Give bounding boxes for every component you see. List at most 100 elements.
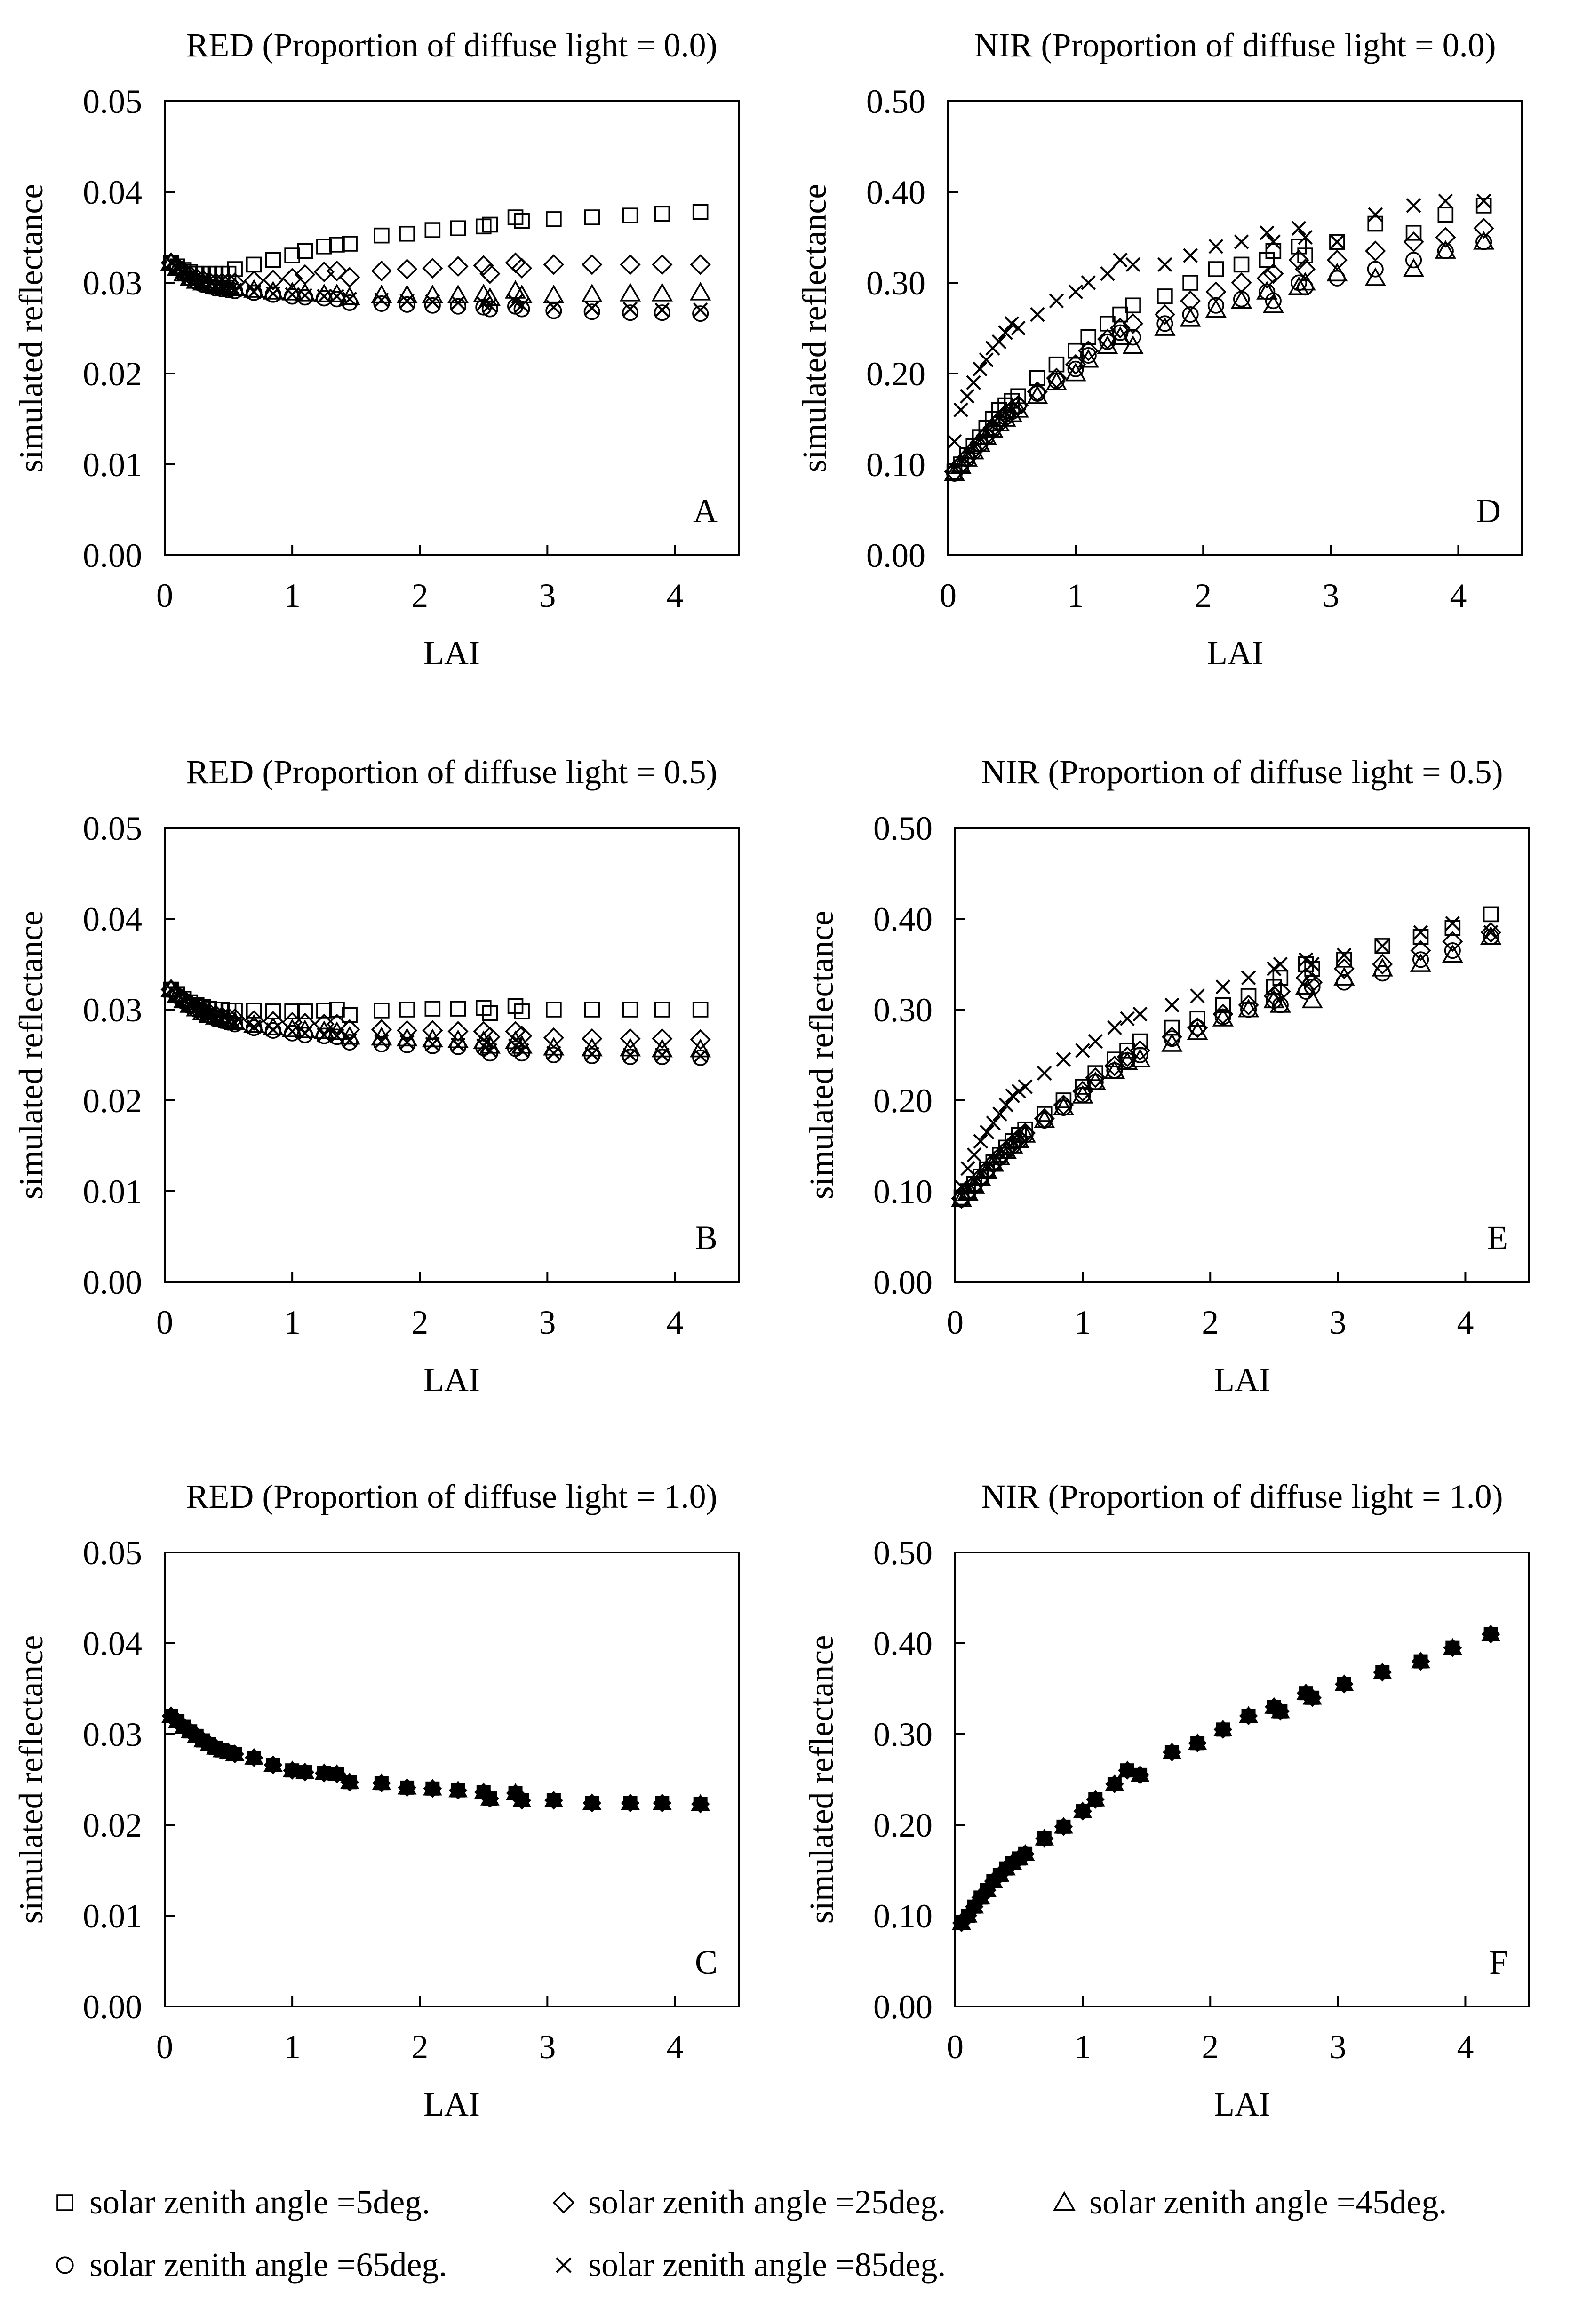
data-point	[473, 255, 494, 276]
x-tick-label: 0	[156, 577, 173, 614]
data-point	[1273, 956, 1288, 972]
data-point	[1208, 261, 1224, 277]
data-point	[620, 254, 641, 275]
data-point	[1445, 915, 1460, 931]
y-tick-label: 0.00	[873, 1264, 933, 1301]
data-point	[654, 1002, 670, 1018]
data-point	[1182, 275, 1198, 291]
data-point	[581, 1037, 603, 1057]
data-point	[297, 1003, 313, 1019]
data-point	[1295, 967, 1316, 988]
data-point	[651, 283, 673, 302]
data-point	[1231, 272, 1252, 294]
data-point	[317, 1767, 331, 1780]
legend-label: solar zenith angle =85deg.	[588, 2246, 946, 2284]
legend-entry: solar zenith angle =25deg.	[552, 2183, 946, 2221]
data-point	[479, 263, 501, 284]
data-point	[342, 292, 357, 307]
data-point	[1374, 938, 1391, 954]
data-point	[1476, 193, 1491, 209]
data-point	[373, 295, 390, 312]
data-point	[1156, 315, 1173, 332]
legend-marker-shape	[1053, 2191, 1076, 2211]
data-point	[399, 225, 415, 242]
y-tick-label: 0.30	[873, 1716, 933, 1753]
data-point	[584, 1002, 600, 1018]
series-circle	[946, 233, 1492, 482]
y-tick-label: 0.05	[83, 810, 142, 847]
data-point	[1272, 996, 1289, 1013]
chart-panel-c: RED (Proportion of diffuse light = 1.0) 0…	[12, 1478, 740, 2123]
data-point	[1010, 388, 1026, 405]
data-point	[1484, 1627, 1498, 1641]
data-point	[967, 1900, 981, 1913]
x-tick-label: 1	[284, 577, 301, 614]
data-point	[622, 1047, 638, 1063]
legend-entry: solar zenith angle =5deg.	[56, 2183, 430, 2221]
y-tick-label: 0.04	[83, 174, 142, 211]
data-point	[953, 402, 968, 417]
data-point	[651, 1038, 673, 1058]
x-tick-label: 0	[947, 1304, 964, 1341]
data-point	[425, 1036, 440, 1052]
data-point	[1326, 249, 1348, 271]
data-point	[326, 260, 348, 281]
x-tick-label: 0	[947, 2028, 964, 2066]
data-point	[583, 303, 600, 320]
data-point	[262, 281, 284, 300]
y-axis-label: simulated reflectance	[12, 1635, 50, 1924]
data-point	[1165, 1745, 1179, 1759]
y-axis-label: simulated reflectance	[803, 911, 840, 1200]
data-point	[243, 279, 265, 298]
y-tick-label: 0.03	[83, 991, 142, 1029]
data-point	[1238, 995, 1259, 1016]
data-point	[215, 280, 230, 296]
data-point	[1030, 307, 1045, 322]
legend-cross-marker	[556, 2257, 572, 2273]
data-point	[1233, 256, 1250, 273]
data-point	[1106, 1062, 1123, 1079]
data-point	[692, 1002, 709, 1018]
data-point	[1190, 988, 1205, 1003]
data-point	[991, 1149, 1008, 1166]
data-point	[1483, 929, 1499, 946]
data-point	[425, 294, 440, 310]
data-point	[622, 304, 639, 321]
data-point	[202, 1737, 216, 1751]
data-point	[316, 1003, 332, 1019]
data-point	[1112, 306, 1128, 323]
data-point	[1132, 1006, 1148, 1022]
data-point	[1067, 360, 1084, 377]
data-point	[583, 1047, 600, 1064]
data-point	[1056, 1052, 1071, 1067]
data-point	[262, 1017, 284, 1036]
data-point	[1263, 263, 1284, 284]
data-point	[511, 258, 533, 279]
data-point	[183, 1725, 197, 1738]
data-point	[450, 220, 466, 237]
data-point	[343, 1775, 357, 1789]
data-point	[1048, 372, 1065, 389]
x-tick-label: 1	[284, 1304, 301, 1341]
x-axis-label: LAI	[1214, 1361, 1270, 1399]
series-square	[953, 906, 1499, 1206]
data-point	[424, 1001, 441, 1017]
series-circle	[953, 929, 1499, 1208]
data-point	[1183, 248, 1198, 263]
data-point	[1036, 1112, 1053, 1129]
data-point	[1088, 1034, 1103, 1049]
data-point	[1367, 215, 1384, 232]
x-tick-label: 2	[411, 1304, 428, 1341]
y-tick-label: 0.40	[866, 174, 925, 211]
panel-label: D	[1476, 492, 1501, 530]
series-square	[163, 981, 709, 1023]
data-point	[1215, 979, 1231, 995]
data-point	[1267, 961, 1282, 976]
x-tick-label: 3	[1329, 2028, 1346, 2066]
series-cross	[163, 982, 708, 1064]
data-point	[1435, 227, 1456, 248]
data-point	[1374, 965, 1391, 982]
legend-label: solar zenith angle =45deg.	[1089, 2183, 1447, 2221]
data-point	[619, 283, 641, 302]
data-point	[397, 259, 418, 280]
